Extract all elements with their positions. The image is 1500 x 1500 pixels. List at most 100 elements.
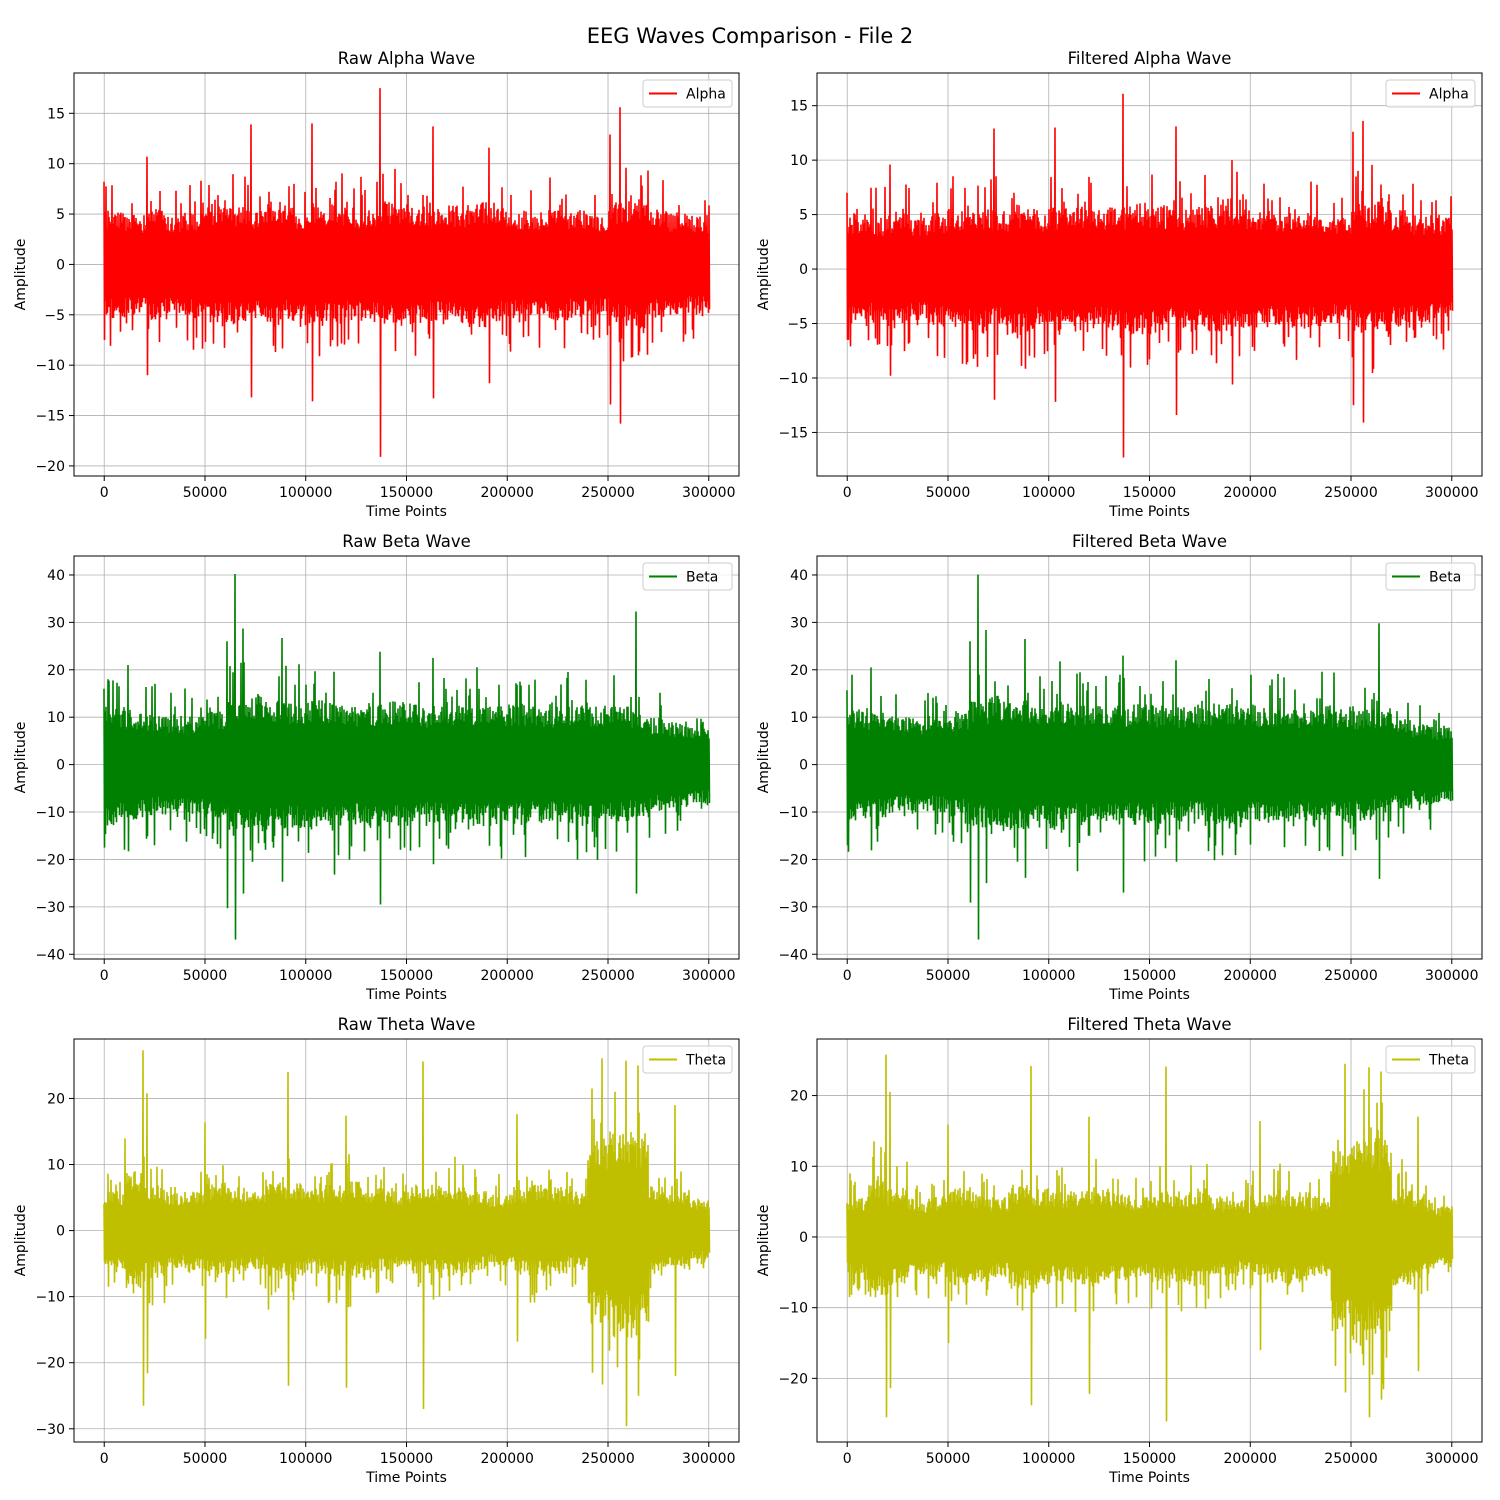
x-tick-label: 100000 — [279, 1451, 332, 1467]
x-tick-label: 300000 — [682, 968, 735, 984]
x-tick-label: 300000 — [682, 485, 735, 501]
y-tick-label: 15 — [47, 106, 65, 122]
legend: Beta — [1385, 562, 1476, 591]
x-axis-label: Time Points — [365, 987, 447, 1003]
y-tick-label: −40 — [778, 947, 808, 963]
y-tick-label: 10 — [790, 153, 808, 169]
panel-5: 0 50000 100000 150000 200000 250000 300000 −20 −… — [756, 1015, 1483, 1486]
y-axis-label: Amplitude — [756, 722, 772, 794]
y-tick-label: −10 — [778, 805, 808, 821]
x-tick-label: 300000 — [682, 1451, 735, 1467]
x-tick-label: 0 — [100, 485, 109, 501]
legend-box — [1385, 79, 1476, 108]
legend-label: Beta — [1429, 570, 1461, 586]
panel-title: Filtered Alpha Wave — [1068, 49, 1232, 68]
y-tick-label: 0 — [56, 758, 65, 774]
y-tick-label: −5 — [44, 308, 65, 324]
series-line-alpha — [103, 88, 711, 457]
x-tick-label: 50000 — [183, 1451, 228, 1467]
panel-title: Filtered Beta Wave — [1072, 532, 1227, 551]
y-tick-label: 0 — [56, 257, 65, 273]
x-tick-label: 50000 — [926, 1451, 971, 1467]
y-tick-label: 10 — [790, 710, 808, 726]
x-axis-label: Time Points — [1108, 504, 1190, 520]
panel-0: 0 50000 100000 150000 200000 250000 300000 −20 −… — [13, 49, 740, 520]
x-tick-label: 300000 — [1425, 968, 1478, 984]
y-tick-label: −20 — [35, 852, 65, 868]
y-tick-label: 20 — [790, 1089, 808, 1105]
y-axis-label: Amplitude — [756, 1205, 772, 1277]
x-axis-label: Time Points — [365, 1470, 447, 1486]
panel-3: 0 50000 100000 150000 200000 250000 300000 −40 −… — [756, 532, 1483, 1003]
y-tick-label: 0 — [799, 262, 808, 278]
series-line-theta — [846, 1054, 1454, 1422]
y-tick-label: 10 — [790, 1159, 808, 1175]
y-tick-label: −30 — [35, 900, 65, 916]
x-tick-label: 250000 — [581, 485, 634, 501]
y-tick-label: 20 — [790, 663, 808, 679]
series-line-beta — [846, 574, 1454, 940]
x-tick-label: 0 — [843, 1451, 852, 1467]
y-tick-label: −30 — [35, 1422, 65, 1438]
legend: Theta — [642, 1045, 733, 1074]
y-tick-label: 0 — [56, 1224, 65, 1240]
series-line-theta — [103, 1050, 711, 1427]
x-tick-label: 300000 — [1425, 1451, 1478, 1467]
y-tick-label: −10 — [35, 358, 65, 374]
x-tick-label: 50000 — [183, 485, 228, 501]
x-tick-label: 250000 — [1324, 1451, 1377, 1467]
x-tick-label: 100000 — [1022, 485, 1075, 501]
y-tick-label: 15 — [790, 99, 808, 115]
legend-label: Alpha — [686, 87, 726, 103]
y-tick-label: 0 — [799, 758, 808, 774]
y-tick-label: −10 — [778, 1301, 808, 1317]
x-tick-label: 150000 — [380, 968, 433, 984]
x-tick-label: 150000 — [380, 1451, 433, 1467]
y-tick-label: −20 — [35, 459, 65, 475]
x-tick-label: 200000 — [481, 968, 534, 984]
y-tick-label: 10 — [47, 157, 65, 173]
y-axis-label: Amplitude — [13, 239, 29, 311]
legend-box — [642, 79, 733, 108]
panel-title: Raw Beta Wave — [342, 532, 471, 551]
panel-title: Filtered Theta Wave — [1067, 1015, 1231, 1034]
x-tick-label: 100000 — [279, 968, 332, 984]
x-tick-label: 150000 — [1123, 485, 1176, 501]
x-tick-label: 150000 — [1123, 1451, 1176, 1467]
y-tick-label: 20 — [47, 663, 65, 679]
x-tick-label: 100000 — [279, 485, 332, 501]
y-axis-label: Amplitude — [756, 239, 772, 311]
series-line-beta — [103, 573, 711, 940]
x-tick-label: 200000 — [1224, 968, 1277, 984]
y-tick-label: 30 — [47, 615, 65, 631]
x-tick-label: 250000 — [581, 968, 634, 984]
x-tick-label: 100000 — [1022, 1451, 1075, 1467]
legend-box — [1385, 1045, 1476, 1074]
panel-title: Raw Alpha Wave — [338, 49, 475, 68]
legend-box — [642, 562, 733, 591]
y-tick-label: −20 — [778, 852, 808, 868]
x-tick-label: 200000 — [1224, 1451, 1277, 1467]
legend-label: Beta — [686, 570, 718, 586]
x-tick-label: 150000 — [1123, 968, 1176, 984]
x-tick-label: 100000 — [1022, 968, 1075, 984]
x-tick-label: 0 — [843, 968, 852, 984]
y-tick-label: 0 — [799, 1230, 808, 1246]
x-tick-label: 50000 — [926, 485, 971, 501]
legend-label: Theta — [1428, 1053, 1469, 1069]
x-tick-label: 0 — [100, 1451, 109, 1467]
y-axis-label: Amplitude — [13, 722, 29, 794]
panel-title: Raw Theta Wave — [338, 1015, 476, 1034]
figure-title: EEG Waves Comparison - File 2 — [586, 24, 914, 48]
y-tick-label: 20 — [47, 1091, 65, 1107]
x-tick-label: 150000 — [380, 485, 433, 501]
x-tick-label: 250000 — [1324, 485, 1377, 501]
y-axis-label: Amplitude — [13, 1205, 29, 1277]
y-tick-label: −15 — [778, 425, 808, 441]
legend: Alpha — [642, 79, 733, 108]
y-tick-label: −5 — [787, 317, 808, 333]
y-tick-label: −30 — [778, 900, 808, 916]
y-tick-label: 10 — [47, 710, 65, 726]
y-tick-label: 30 — [790, 615, 808, 631]
